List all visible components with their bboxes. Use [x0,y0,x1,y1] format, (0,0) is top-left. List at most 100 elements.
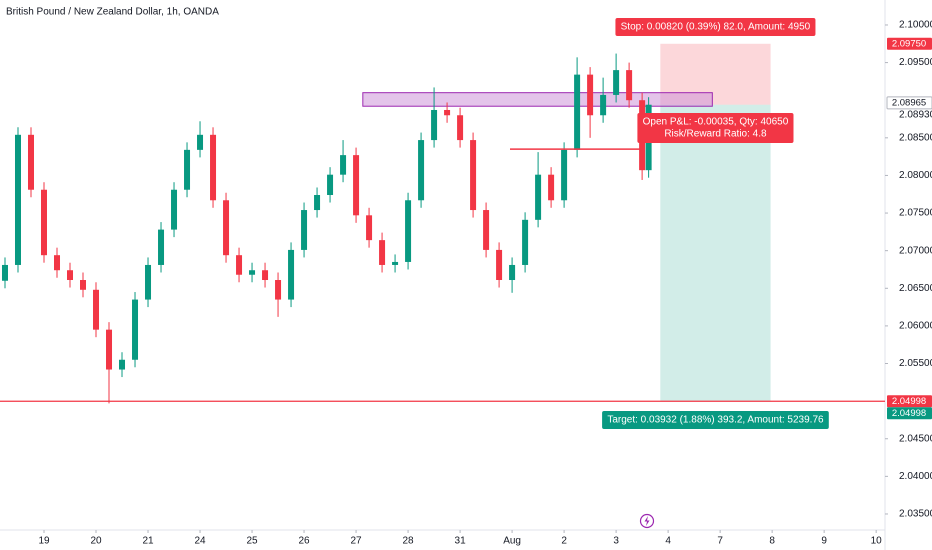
candle-body [262,270,269,281]
y-tick-label: 2.08500 [899,132,932,143]
y-tick-label: 2.04500 [899,433,932,444]
candle-body [54,255,61,271]
candle-body [171,189,178,230]
candle-body [223,200,230,256]
candle-body [548,174,555,201]
lightning-icon[interactable] [639,513,655,529]
x-tick-label: 9 [821,536,827,547]
candle-body [418,140,425,201]
candle-body [613,70,620,95]
y-tick-label: 2.05500 [899,358,932,369]
x-tick-label: 4 [665,536,671,547]
x-tick-label: 27 [350,536,362,547]
price-badge-label: 2.04998 [892,408,926,419]
stop-label-box [615,18,816,36]
y-tick-label: 2.08000 [899,170,932,181]
candle-body [132,299,139,360]
price-badge-label: 2.08965 [892,97,926,108]
candle-body [301,210,308,250]
candle-body [405,200,412,262]
icon-circle [639,513,655,529]
candle-body [509,264,516,281]
x-tick-label: 20 [90,536,102,547]
candle-body [483,210,490,250]
x-tick-label: Aug [503,536,521,547]
candle-body [392,261,399,265]
candle-body [145,264,152,300]
candle-body [119,359,126,370]
candle-body [41,189,48,256]
candle-body [210,134,217,201]
candle-body [184,149,191,190]
y-tick-label: 2.10000 [899,20,932,31]
candle-body [353,155,360,216]
candle-body [249,270,256,275]
price-badge [887,407,932,420]
candle-body [366,215,373,241]
candle-body [457,115,464,141]
x-tick-label: 26 [298,536,310,547]
candle-body [470,140,477,211]
x-tick-label: 24 [194,536,206,547]
candle-body [93,289,100,330]
y-tick-label: 2.04000 [899,471,932,482]
candle-body [314,194,321,211]
candle-body [327,174,334,195]
candle-body [496,249,503,281]
candle-body [158,229,165,265]
stop-label: Stop: 0.00820 (0.39%) 82.0, Amount: 4950 [621,22,811,33]
candle-body [236,255,243,275]
price-badge [887,395,932,408]
x-tick-label: 3 [613,536,619,547]
candle-body [522,219,529,265]
y-tick-label: 2.09500 [899,57,932,68]
candle-body [288,249,295,300]
candle-body [379,240,386,265]
y-tick-label: 2.06000 [899,321,932,332]
x-tick-label: 8 [769,536,775,547]
candle-body [1,264,8,281]
candle-body [574,74,581,150]
candle-body [67,270,74,281]
target-label-box [602,411,829,429]
x-tick-label: 10 [871,536,883,547]
target-label: Target: 0.03932 (1.88%) 393.2, Amount: 5… [607,415,824,426]
pnl-label: Risk/Reward Ratio: 4.8 [664,129,767,140]
candle-body [626,70,633,101]
candle-body [275,280,282,300]
x-tick-label: 25 [246,536,258,547]
candle-body [197,134,204,150]
pnl-label-box [637,113,794,143]
candle-body [444,109,451,116]
candle-body [587,74,594,116]
price-badge [887,37,932,50]
icon-bolt [644,516,650,526]
pnl-label: Open P&L: -0.00035, Qty: 40650 [643,117,789,128]
y-tick-label: 2.07000 [899,245,932,256]
candle-body [14,134,21,265]
y-tick-label: 2.03500 [899,509,932,520]
price-badge-label: 2.04998 [892,396,926,407]
candle-body [431,109,438,141]
price-badge-label: 2.09750 [892,38,926,49]
y-tick-label: 2.06500 [899,283,932,294]
price-badge [886,96,932,110]
candle-body [80,280,87,290]
candle-body [340,155,347,175]
candle-body [106,329,113,370]
x-tick-label: 28 [403,536,415,547]
candle-body [561,149,568,201]
chart-title: British Pound / New Zealand Dollar, 1h, … [6,7,219,18]
price-label: 2.08930 [899,109,932,120]
x-tick-label: 31 [455,536,467,547]
candle-body [27,134,34,190]
candle-body [535,174,542,220]
candle-body [600,94,607,116]
zone-rectangle [362,92,713,107]
target-zone [660,104,771,402]
x-tick-label: 7 [717,536,723,547]
x-tick-label: 19 [38,536,50,547]
x-tick-label: 2 [561,536,567,547]
